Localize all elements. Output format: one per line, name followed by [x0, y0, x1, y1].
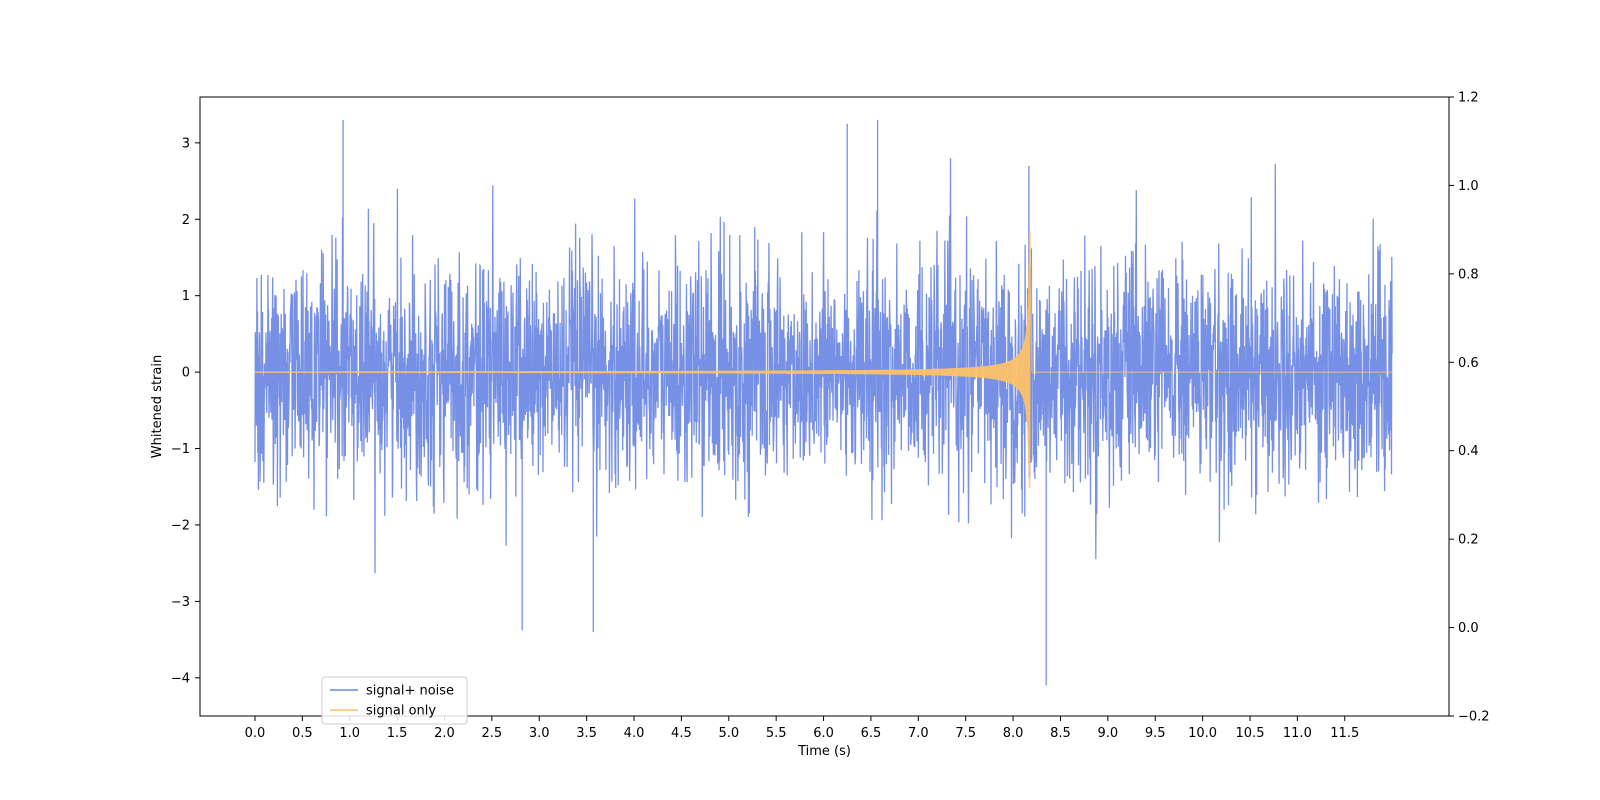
x-tick-label: 7.0 [908, 726, 929, 741]
x-tick-label: 0.0 [245, 726, 266, 741]
x-tick-label: 6.5 [861, 726, 882, 741]
series-signal-only [254, 230, 1393, 489]
x-tick-label: 7.5 [955, 726, 976, 741]
y2-tick-label: 1.0 [1458, 179, 1479, 194]
y-tick-label: −3 [171, 595, 190, 610]
series-signal-plus-noise [254, 119, 1393, 686]
x-tick-label: 9.5 [1145, 726, 1166, 741]
x-tick-label: 8.5 [1050, 726, 1071, 741]
x-tick-label: 10.0 [1188, 726, 1217, 741]
legend-label: signal+ noise [366, 684, 454, 699]
y-axis-label: Whitened strain [150, 355, 165, 458]
x-tick-label: 3.0 [529, 726, 550, 741]
noise-trace [254, 119, 1393, 686]
x-tick-label: 4.5 [671, 726, 692, 741]
y-tick-label: −2 [171, 518, 190, 533]
y2-tick-label: 0.6 [1458, 356, 1479, 371]
axes-frame [199, 96, 1450, 717]
y2-tick-label: 0.2 [1458, 533, 1479, 548]
x-tick-label: 10.5 [1236, 726, 1265, 741]
x-tick-label: 1.5 [387, 726, 408, 741]
y-tick-label: −4 [171, 671, 190, 686]
x-axis-label: Time (s) [797, 744, 851, 759]
y2-tick-label: 0.8 [1458, 267, 1479, 282]
y-tick-label: 3 [182, 136, 190, 151]
y-tick-label: −1 [171, 442, 190, 457]
x-tick-label: 11.5 [1330, 726, 1359, 741]
axes: 0.0 0.5 1.0 1.5 2.0 2.5 3.0 3.5 4.0 4.5 5.0 5.5 6.0 6… [171, 91, 1490, 742]
x-tick-label: 6.0 [813, 726, 834, 741]
x-tick-label: 5.0 [718, 726, 739, 741]
y2-tick-label: 0.4 [1458, 444, 1479, 459]
x-tick-label: 0.5 [292, 726, 313, 741]
legend: signal+ noise signal only [321, 676, 468, 725]
x-tick-label: 1.0 [339, 726, 360, 741]
legend-label: signal only [366, 704, 436, 719]
x-tick-label: 9.0 [1098, 726, 1119, 741]
x-tick-label: 2.5 [482, 726, 503, 741]
x-tick-label: 3.5 [576, 726, 597, 741]
y-tick-label: 2 [182, 213, 190, 228]
y2-tick-label: 1.2 [1458, 91, 1479, 106]
legend-box [321, 676, 468, 725]
x-tick-label: 5.5 [766, 726, 787, 741]
signal-trace [254, 230, 1393, 489]
x-tick-label: 8.0 [1003, 726, 1024, 741]
y2-tick-label: 0.0 [1458, 621, 1479, 636]
x-tick-label: 2.0 [434, 726, 455, 741]
y2-tick-label: −0.2 [1458, 710, 1490, 725]
x-tick-label: 11.0 [1283, 726, 1312, 741]
y-tick-label: 1 [182, 289, 190, 304]
x-tick-label: 4.0 [624, 726, 645, 741]
y-tick-label: 0 [182, 366, 190, 381]
